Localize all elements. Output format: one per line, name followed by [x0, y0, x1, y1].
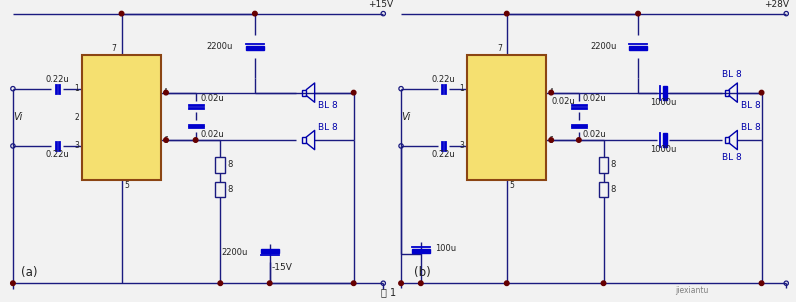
Bar: [412, 249, 430, 252]
Circle shape: [267, 281, 272, 285]
Text: 2200u: 2200u: [590, 42, 616, 51]
Bar: [663, 133, 667, 147]
Bar: [599, 157, 608, 173]
Text: BL 8: BL 8: [722, 70, 742, 79]
Bar: [302, 89, 306, 96]
Text: Vi: Vi: [401, 112, 411, 122]
Circle shape: [549, 90, 553, 95]
Circle shape: [759, 90, 764, 95]
Text: 2: 2: [74, 113, 79, 122]
Circle shape: [164, 90, 168, 95]
Text: 1000u: 1000u: [650, 98, 676, 107]
Text: 0.22u: 0.22u: [45, 75, 69, 84]
Text: jiexiantu: jiexiantu: [675, 286, 708, 295]
Bar: [663, 86, 667, 100]
Text: 图 1: 图 1: [381, 287, 396, 297]
Bar: [82, 55, 161, 179]
Text: 5: 5: [124, 181, 130, 190]
Circle shape: [419, 281, 423, 285]
Bar: [467, 55, 546, 179]
Circle shape: [549, 138, 553, 142]
Text: +15V: +15V: [369, 0, 393, 9]
Text: BL 8: BL 8: [722, 153, 742, 162]
Text: 8: 8: [227, 185, 232, 194]
Text: 4: 4: [163, 88, 168, 97]
Circle shape: [505, 11, 509, 16]
Text: 7: 7: [497, 44, 501, 53]
Bar: [725, 137, 729, 143]
Text: 0.22u: 0.22u: [45, 150, 69, 159]
Text: +28V: +28V: [764, 0, 790, 9]
Text: TDA1521: TDA1521: [478, 112, 535, 122]
Text: 0.02u: 0.02u: [201, 130, 224, 139]
Text: 1: 1: [74, 84, 79, 93]
Text: 3: 3: [459, 141, 464, 150]
Text: 0.22u: 0.22u: [431, 75, 455, 84]
Text: 1: 1: [459, 84, 464, 93]
Text: 0.02u: 0.02u: [583, 130, 607, 139]
Circle shape: [601, 281, 606, 285]
Text: BL 8: BL 8: [741, 101, 760, 110]
Text: 0.02u: 0.02u: [583, 94, 607, 103]
Text: 100u: 100u: [435, 244, 456, 253]
Text: 3: 3: [74, 141, 79, 150]
Text: 8: 8: [611, 185, 616, 194]
Text: 2200u: 2200u: [221, 248, 248, 257]
Text: 6: 6: [548, 136, 553, 145]
Text: 1000u: 1000u: [650, 145, 676, 154]
Text: BL 8: BL 8: [318, 123, 338, 132]
Circle shape: [576, 138, 581, 142]
Circle shape: [252, 11, 257, 16]
Bar: [216, 157, 225, 173]
Bar: [261, 249, 279, 252]
Text: 0.22u: 0.22u: [431, 150, 455, 159]
Text: 8: 8: [611, 160, 616, 169]
Text: 0.02u: 0.02u: [201, 94, 224, 103]
Bar: [599, 182, 608, 197]
Bar: [629, 46, 647, 50]
Text: 7: 7: [111, 44, 117, 53]
Text: BL 8: BL 8: [741, 123, 760, 132]
Text: (b): (b): [414, 266, 431, 279]
Text: (a): (a): [21, 266, 37, 279]
Text: 0.02u: 0.02u: [551, 97, 575, 106]
Circle shape: [193, 138, 198, 142]
Text: 8: 8: [227, 160, 232, 169]
Circle shape: [10, 281, 15, 285]
Bar: [246, 46, 263, 50]
Text: 4: 4: [548, 88, 553, 97]
Text: TDA1521: TDA1521: [93, 122, 150, 132]
Circle shape: [636, 11, 640, 16]
Circle shape: [399, 281, 404, 285]
Text: Vi: Vi: [13, 112, 22, 122]
Text: BL 8: BL 8: [318, 101, 338, 110]
Text: IC: IC: [116, 98, 127, 108]
Text: 5: 5: [509, 181, 514, 190]
Text: -15V: -15V: [271, 263, 293, 272]
Circle shape: [351, 90, 356, 95]
Circle shape: [119, 11, 124, 16]
Bar: [216, 182, 225, 197]
Bar: [725, 89, 729, 96]
Circle shape: [505, 281, 509, 285]
Circle shape: [351, 281, 356, 285]
Bar: [302, 137, 306, 143]
Text: 6: 6: [163, 136, 168, 145]
Circle shape: [218, 281, 223, 285]
Circle shape: [164, 138, 168, 142]
Circle shape: [759, 281, 764, 285]
Text: 2200u: 2200u: [207, 42, 233, 51]
